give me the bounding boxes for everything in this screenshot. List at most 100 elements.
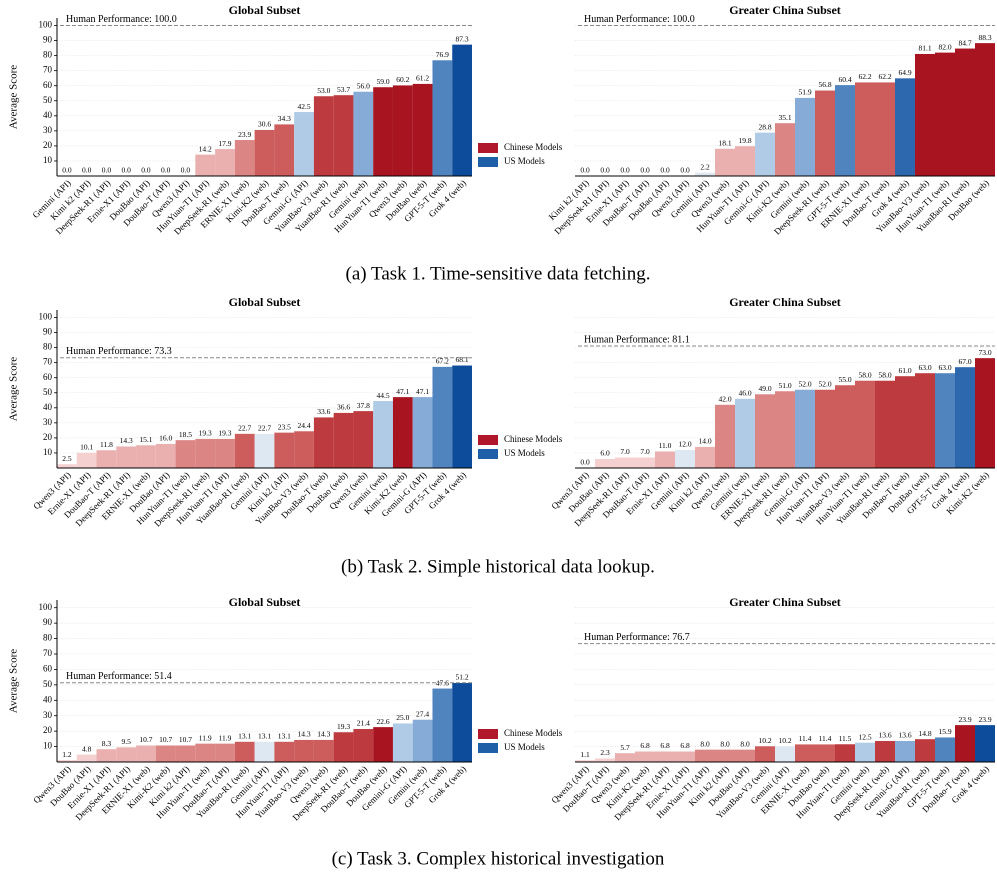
bar: [313, 417, 334, 468]
bar: [635, 751, 655, 762]
value-label: 13.6: [878, 731, 891, 740]
value-label: 10.1: [80, 443, 93, 452]
value-label: 22.7: [258, 424, 271, 433]
bar: [875, 741, 895, 762]
y-tick-label: 70: [43, 65, 53, 75]
bar: [175, 440, 196, 468]
bar: [432, 688, 453, 762]
bar: [333, 412, 354, 468]
bar: [895, 78, 915, 176]
bar: [96, 450, 117, 468]
human-performance-label: Human Performance: 100.0: [584, 14, 695, 25]
value-label: 6.8: [680, 741, 690, 750]
bar: [175, 745, 196, 762]
value-label: 60.4: [838, 75, 851, 84]
value-label: 62.2: [878, 72, 891, 81]
value-label: 37.8: [357, 401, 370, 410]
bar: [136, 445, 156, 468]
bar: [294, 431, 314, 468]
bar: [975, 358, 995, 468]
y-tick-label: 60: [43, 80, 53, 90]
bar: [655, 451, 675, 468]
bar: [333, 732, 354, 762]
bar: [412, 83, 433, 176]
bar: [975, 725, 995, 762]
y-tick-label: 70: [43, 357, 53, 367]
value-label: 19.3: [199, 429, 212, 438]
chart-title: Global Subset: [229, 3, 301, 17]
bar: [76, 452, 97, 468]
bar: [975, 43, 995, 177]
bar: [452, 44, 472, 177]
bar: [855, 742, 875, 762]
bar: [452, 365, 472, 468]
bar: [895, 376, 915, 468]
value-label: 88.3: [978, 33, 991, 42]
bar: [795, 97, 815, 176]
value-label: 62.2: [858, 72, 871, 81]
bar: [195, 438, 216, 468]
value-label: 58.0: [858, 370, 871, 379]
y-tick-label: 70: [43, 648, 53, 658]
bar: [755, 746, 775, 762]
value-label: 25.0: [396, 713, 409, 722]
y-tick-label: 50: [43, 95, 53, 105]
bar: [955, 367, 975, 468]
value-label: 0.0: [161, 166, 171, 175]
value-label: 67.0: [958, 357, 971, 366]
y-tick-label: 60: [43, 372, 53, 382]
value-label: 33.6: [317, 407, 330, 416]
bar: [373, 87, 393, 176]
bar: [412, 719, 433, 762]
y-tick-label: 80: [43, 342, 53, 352]
value-label: 82.0: [938, 42, 951, 51]
bar: [915, 373, 935, 468]
value-label: 19.3: [337, 722, 350, 731]
y-axis-label: Average Score: [8, 65, 20, 129]
y-tick-label: 50: [43, 387, 53, 397]
bar: [935, 373, 955, 468]
value-label: 14.2: [199, 144, 212, 153]
y-tick-label: 90: [43, 327, 53, 337]
y-tick-label: 40: [43, 110, 53, 120]
bar: [715, 148, 735, 176]
value-label: 27.4: [416, 709, 429, 718]
value-label: 1.2: [62, 750, 72, 759]
bar: [915, 53, 935, 177]
value-label: 8.3: [102, 739, 112, 748]
bar: [615, 457, 635, 468]
value-label: 52.0: [818, 379, 831, 388]
bar: [234, 140, 255, 176]
value-label: 55.0: [838, 375, 851, 384]
bar: [855, 380, 875, 468]
bar: [76, 754, 97, 762]
bar: [695, 172, 715, 176]
y-tick-label: 80: [43, 633, 53, 643]
value-label: 0.0: [640, 166, 650, 175]
value-label: 14.8: [918, 729, 931, 738]
value-label: 53.0: [317, 86, 330, 95]
bar: [755, 394, 775, 468]
bar: [57, 464, 77, 468]
bar: [795, 744, 815, 762]
bar: [412, 397, 433, 468]
bar: [353, 91, 374, 176]
bar: [735, 146, 755, 176]
value-label: 8.0: [740, 739, 750, 748]
y-axis-label: Average Score: [8, 649, 20, 713]
bar: [155, 443, 176, 468]
value-label: 13.6: [898, 731, 911, 740]
bar: [655, 751, 675, 762]
value-label: 9.5: [121, 737, 131, 746]
value-label: 10.2: [758, 736, 771, 745]
bar: [116, 747, 137, 762]
value-label: 14.3: [317, 730, 330, 739]
legend-swatch: [478, 729, 498, 739]
bar: [715, 749, 735, 762]
chart-title: Greater China Subset: [729, 595, 841, 609]
value-label: 42.0: [718, 395, 731, 404]
bar: [215, 149, 235, 176]
bar: [575, 760, 595, 762]
bar: [915, 739, 935, 762]
